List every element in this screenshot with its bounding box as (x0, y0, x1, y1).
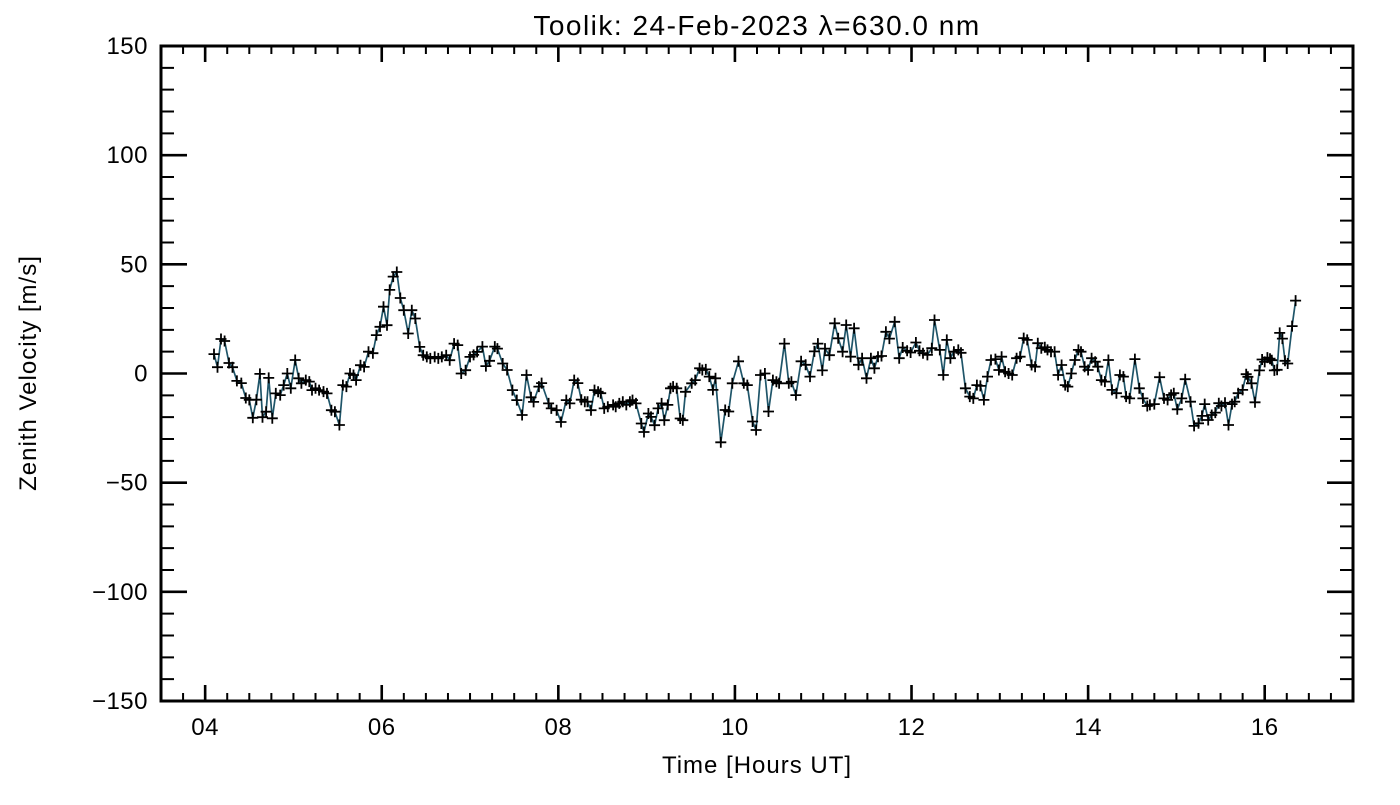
plot-frame (159, 44, 1355, 703)
data-series (208, 266, 1302, 448)
x-tick-label: 10 (721, 714, 749, 741)
axes: 04 06 08 10 12 14 16 −150 −100 −50 0 50 100 150 (92, 33, 1355, 741)
x-axis-title: Time [Hours UT] (662, 752, 852, 779)
x-tick-label: 12 (898, 714, 926, 741)
x-minor-ticks (160, 46, 1354, 701)
y-minor-ticks (161, 45, 1353, 702)
series-plus-markers (208, 266, 1302, 448)
x-tick-label: 06 (368, 714, 396, 741)
y-tick-label: 50 (120, 251, 148, 278)
x-tick-label: 14 (1074, 714, 1102, 741)
y-tick-label: 150 (106, 33, 148, 60)
y-axis-title: Zenith Velocity [m/s] (15, 255, 42, 491)
y-tick-label: 100 (106, 142, 148, 169)
y-tick-label: −50 (106, 470, 148, 497)
x-tick-label: 04 (191, 714, 219, 741)
series-line (213, 271, 1297, 444)
y-major-ticks (161, 44, 1353, 703)
y-tick-label: −150 (92, 688, 148, 715)
x-tick-label: 16 (1251, 714, 1279, 741)
y-tick-label: −100 (92, 579, 148, 606)
y-tick-label: 0 (134, 361, 148, 388)
x-major-ticks (203, 46, 1266, 701)
x-tick-label: 08 (544, 714, 572, 741)
chart-title: Toolik: 24-Feb-2023 λ=630.0 nm (533, 10, 980, 41)
